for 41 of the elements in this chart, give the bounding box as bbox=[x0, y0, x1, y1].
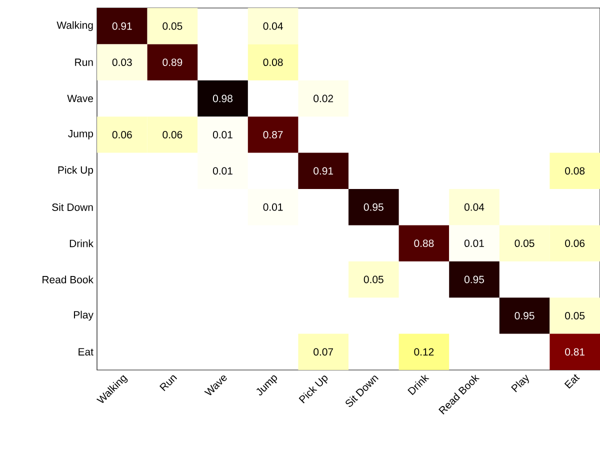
data-label: 0.89 bbox=[162, 58, 182, 66]
data-label: 0.08 bbox=[565, 167, 585, 175]
data-label: 0.01 bbox=[212, 167, 232, 175]
y-tick-label: Sit Down bbox=[52, 203, 93, 211]
data-label: 0.06 bbox=[112, 131, 132, 138]
data-label: 0.12 bbox=[414, 348, 434, 356]
y-tick-label: Eat bbox=[78, 348, 94, 356]
data-label: 0.06 bbox=[565, 240, 585, 248]
data-label: 0.08 bbox=[263, 58, 283, 66]
data-label: 0.91 bbox=[112, 22, 132, 30]
data-label: 0.07 bbox=[314, 348, 333, 356]
data-label: 0.05 bbox=[514, 240, 534, 248]
data-label: 0.05 bbox=[162, 22, 182, 30]
data-label: 0.91 bbox=[314, 167, 334, 175]
data-label: 0.05 bbox=[565, 312, 585, 320]
data-label: 0.95 bbox=[514, 312, 534, 320]
y-tick-label: Pick Up bbox=[58, 166, 94, 176]
y-tick-label: Read Book bbox=[42, 276, 94, 284]
data-label: 0.95 bbox=[464, 276, 484, 284]
x-tick-label: Eat bbox=[564, 374, 580, 389]
data-label: 0.01 bbox=[212, 131, 232, 138]
data-label: 0.98 bbox=[212, 94, 232, 102]
data-label: 0.03 bbox=[112, 58, 132, 66]
data-label: 0.95 bbox=[364, 203, 384, 211]
data-label: 0.04 bbox=[464, 203, 484, 211]
data-label: 0.05 bbox=[364, 276, 384, 284]
data-label: 0.04 bbox=[263, 22, 283, 30]
y-tick-label: Wave bbox=[67, 94, 94, 102]
y-tick-label: Run bbox=[75, 58, 93, 66]
y-tick-label: Play bbox=[74, 310, 94, 321]
data-label: 0.01 bbox=[263, 203, 283, 211]
data-label: 0.01 bbox=[464, 240, 484, 248]
y-tick-label: Drink bbox=[70, 240, 94, 248]
y-tick-label: Walking bbox=[56, 21, 93, 31]
x-tick-label: Run bbox=[160, 375, 178, 392]
data-label: 0.02 bbox=[314, 94, 333, 102]
data-label: 0.06 bbox=[162, 131, 182, 138]
y-tick-label: Jump bbox=[68, 130, 94, 140]
data-label: 0.88 bbox=[414, 240, 434, 248]
data-label: 0.87 bbox=[263, 131, 283, 138]
data-label: 0.81 bbox=[565, 348, 585, 356]
